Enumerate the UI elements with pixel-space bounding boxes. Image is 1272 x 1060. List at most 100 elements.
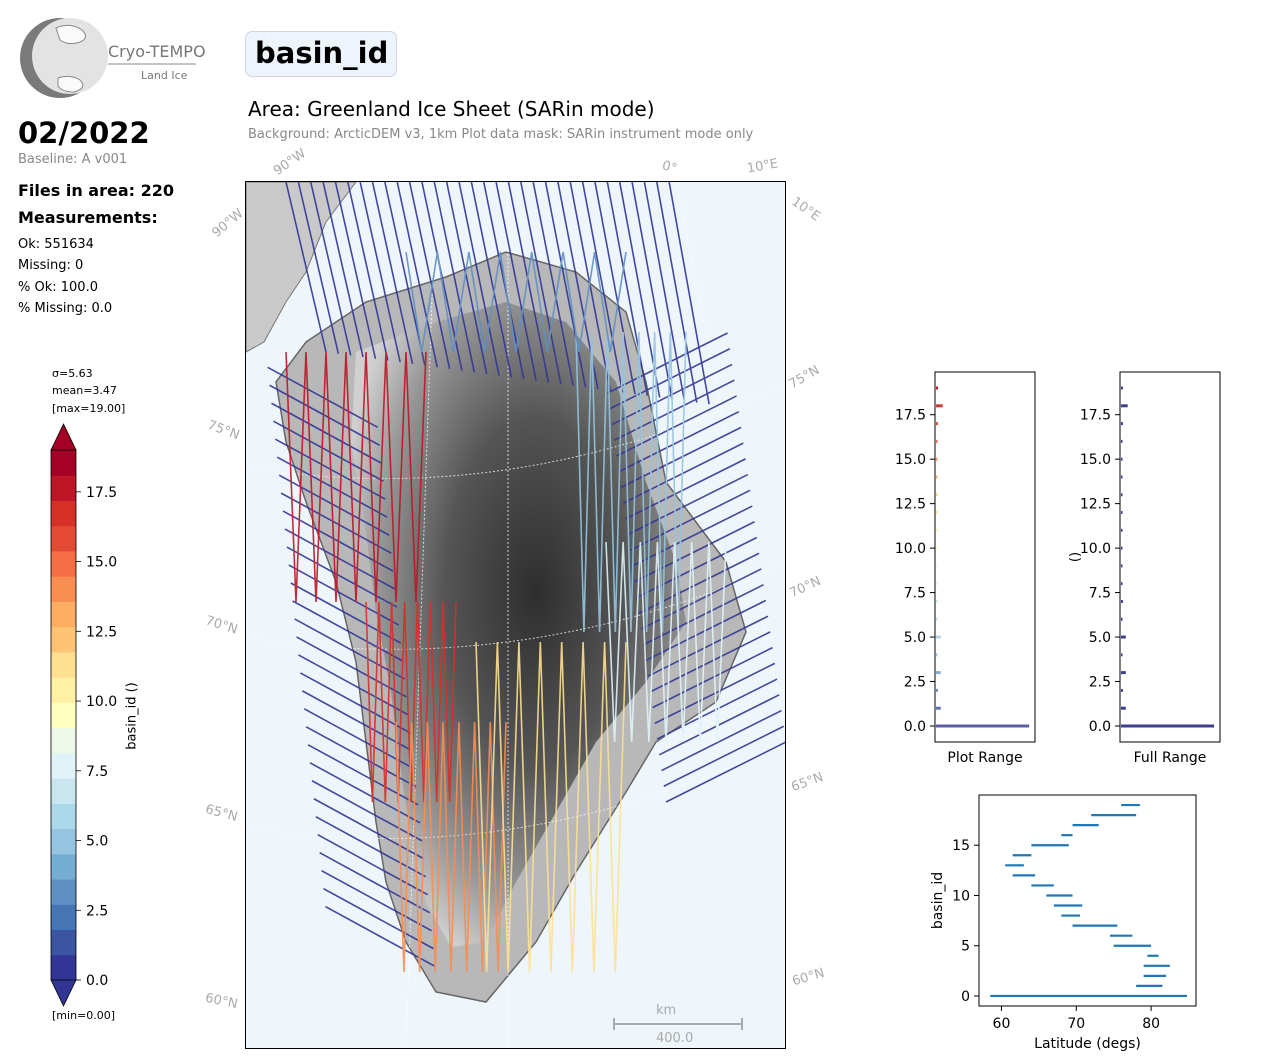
ground-track bbox=[643, 583, 764, 646]
colorbar-tick-label: 2.5 bbox=[86, 903, 108, 919]
ground-track bbox=[607, 332, 728, 394]
ground-track bbox=[643, 182, 686, 402]
hist-bar bbox=[936, 671, 941, 675]
hist-bar bbox=[1121, 688, 1123, 692]
ground-track bbox=[288, 564, 400, 626]
ground-track bbox=[631, 505, 753, 567]
hist-bar bbox=[1121, 582, 1123, 586]
colorbar-swatch bbox=[51, 651, 76, 678]
ground-track bbox=[271, 402, 382, 464]
lon-label-90w-left: 90°W bbox=[209, 206, 247, 241]
ground-track bbox=[301, 690, 413, 752]
ground-track bbox=[313, 798, 425, 860]
y-tick-label: 0.0 bbox=[904, 719, 926, 735]
ground-track bbox=[309, 762, 421, 824]
colorbar-tick-label: 0.0 bbox=[86, 973, 108, 989]
hist-bar bbox=[1121, 386, 1123, 390]
ground-track bbox=[627, 473, 749, 536]
y-tick-label: 5.0 bbox=[1089, 630, 1111, 646]
basin-track bbox=[575, 331, 687, 633]
colorbar-tick-label: 10.0 bbox=[86, 694, 117, 710]
y-tick-label: 2.5 bbox=[1089, 675, 1111, 691]
hist-bar bbox=[936, 546, 938, 550]
ground-track bbox=[544, 182, 587, 388]
variable-title: basin_id bbox=[255, 36, 389, 70]
ground-track bbox=[581, 182, 624, 393]
y-tick-label: 12.5 bbox=[1080, 497, 1111, 513]
colorbar-tick-label: 17.5 bbox=[86, 485, 117, 501]
ground-track bbox=[652, 646, 773, 709]
colorbar-swatch bbox=[51, 677, 76, 703]
y-tick-label: 5.0 bbox=[904, 630, 926, 646]
basin-track bbox=[395, 721, 507, 973]
measurements-heading: Measurements: bbox=[18, 208, 158, 227]
logo-subtitle: Land Ice bbox=[141, 69, 188, 82]
y-tick-label: 10.0 bbox=[895, 541, 926, 557]
colorbar-swatch bbox=[51, 475, 76, 501]
colorbar-swatch bbox=[51, 853, 76, 880]
y-tick-label: 2.5 bbox=[904, 675, 926, 691]
colorbar-swatch bbox=[51, 752, 76, 779]
hist-bar bbox=[936, 706, 941, 710]
x-axis-label: Plot Range bbox=[947, 750, 1022, 766]
ground-track bbox=[594, 182, 636, 395]
ground-track bbox=[317, 833, 429, 896]
colorbar-swatch bbox=[51, 702, 76, 729]
ground-track bbox=[649, 631, 771, 693]
stat-percent-missing: % Missing: 0.0 bbox=[18, 301, 113, 316]
lat-label-right-65: 65°N bbox=[789, 769, 826, 796]
histogram-full-range: 0.0 2.5 5.0 7.5 10.0 12.5 15.0 17.5 Full Range () bbox=[1068, 371, 1221, 766]
hist-bar bbox=[1121, 475, 1123, 479]
greenland-map: km 400.0 bbox=[245, 181, 786, 1049]
basin-track bbox=[365, 601, 457, 803]
ground-track bbox=[371, 182, 414, 364]
ground-track bbox=[661, 709, 782, 772]
x-axis-label: Full Range bbox=[1134, 750, 1207, 766]
lat-label-right-60: 60°N bbox=[790, 965, 827, 990]
ground-track bbox=[325, 905, 436, 968]
colorbar-swatch bbox=[51, 450, 76, 476]
hist-bar bbox=[1121, 422, 1123, 426]
ground-track bbox=[470, 182, 513, 378]
colorbar-min: [min=0.00] bbox=[52, 1009, 116, 1022]
lon-label-0: 0° bbox=[660, 158, 679, 177]
lat-label-left-75: 75°N bbox=[205, 417, 242, 444]
cryo-tempo-logo: Cryo-TEMPO Land Ice bbox=[18, 16, 208, 100]
ground-track bbox=[520, 182, 562, 385]
ground-track bbox=[309, 182, 352, 356]
colorbar-swatch bbox=[51, 626, 76, 653]
lat-label-left-60: 60°N bbox=[203, 990, 239, 1013]
basin-track bbox=[405, 251, 627, 353]
hist-bar bbox=[1121, 599, 1123, 603]
hist-bar bbox=[1121, 635, 1126, 639]
ice-sheet bbox=[351, 302, 686, 947]
colorbar-sigma: σ=5.63 bbox=[52, 367, 93, 380]
scalebar-unit: km bbox=[656, 1003, 676, 1018]
ground-track bbox=[276, 456, 388, 518]
lon-label-10e-right: 10°E bbox=[788, 194, 823, 225]
colorbar-max-extension bbox=[50, 423, 77, 451]
y-tick-label: 7.5 bbox=[904, 586, 926, 602]
hist-bar bbox=[936, 653, 938, 657]
colorbar-swatch bbox=[51, 500, 76, 527]
ground-track bbox=[359, 182, 401, 363]
basin-track bbox=[605, 541, 727, 743]
ground-track bbox=[298, 654, 409, 716]
ground-track bbox=[663, 725, 785, 787]
ground-track bbox=[636, 536, 758, 599]
ground-track bbox=[638, 552, 760, 614]
x-tick-label: 60 bbox=[993, 1016, 1011, 1032]
lat-label-right-75: 75°N bbox=[786, 362, 823, 393]
ground-track bbox=[625, 458, 746, 520]
colorbar-swatch bbox=[51, 550, 76, 577]
colorbar-swatch bbox=[51, 727, 76, 754]
hist-bar bbox=[936, 511, 938, 515]
colorbar-swatch bbox=[51, 803, 76, 830]
colorbar-swatches bbox=[50, 423, 77, 1007]
hist-bar bbox=[1121, 404, 1128, 408]
hist-bar bbox=[936, 457, 938, 461]
ground-track bbox=[433, 182, 476, 373]
y-tick-label: 10.0 bbox=[1080, 541, 1111, 557]
ground-track bbox=[285, 182, 327, 353]
ground-track bbox=[532, 182, 574, 386]
